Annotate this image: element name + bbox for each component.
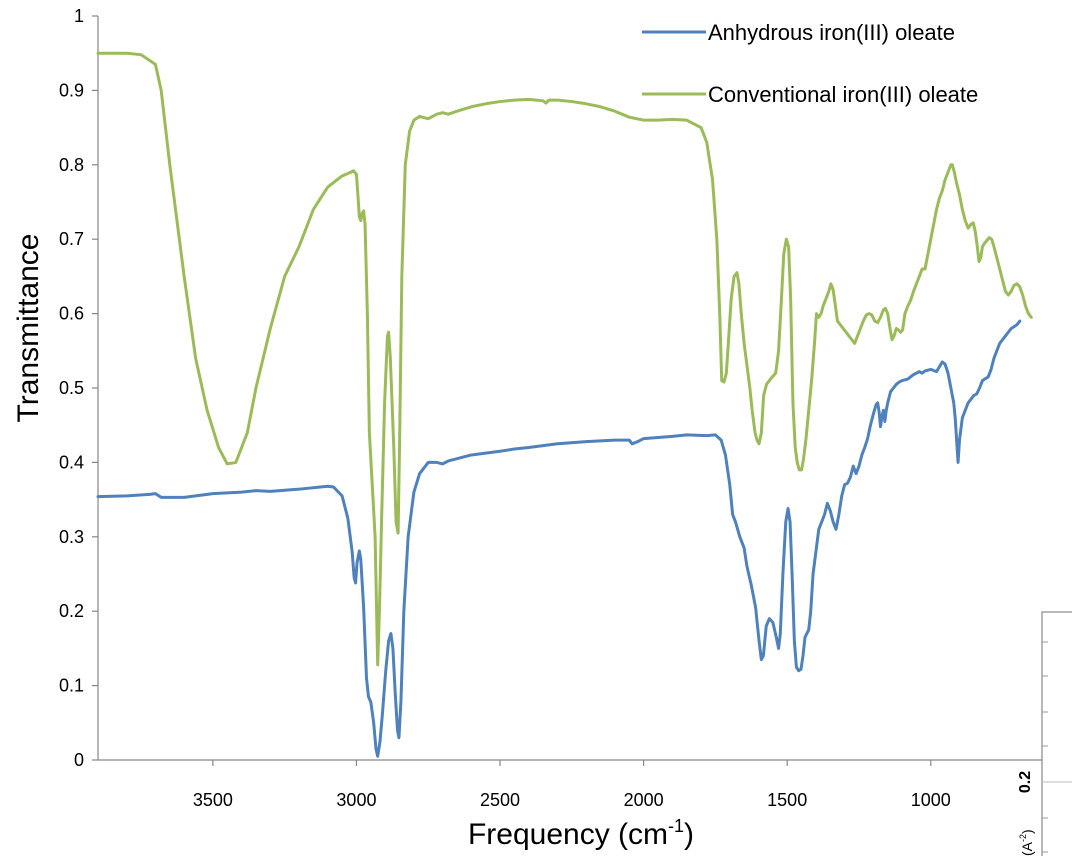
x-tick-label: 2500 (480, 790, 520, 810)
inset-frame (1041, 611, 1072, 856)
x-tick-label: 3500 (193, 790, 233, 810)
x-ticks: 3500 3000 2500 2000 1500 1000 (193, 760, 951, 810)
series-layer (96, 51, 1033, 758)
y-axis-title: Transmittance (12, 234, 45, 423)
x-tick-label: 1500 (767, 790, 807, 810)
legend-label: Conventional iron(III) oleate (708, 82, 978, 107)
y-ticks: 0 0.1 0.2 0.3 0.4 0.5 0.6 0.7 0.8 0.9 1 (59, 6, 98, 770)
y-tick-label: 0 (74, 750, 84, 770)
legend-label: Anhydrous iron(III) oleate (708, 20, 955, 45)
legend: Anhydrous iron(III) oleate Conventional i… (642, 20, 978, 107)
y-tick-label: 0.4 (59, 452, 84, 472)
y-tick-label: 0.1 (59, 676, 84, 696)
y-tick-label: 0.5 (59, 378, 84, 398)
y-tick-label: 0.9 (59, 80, 84, 100)
x-tick-label: 2000 (624, 790, 664, 810)
plot-area: 0 0.1 0.2 0.3 0.4 0.5 0.6 0.7 0.8 0.9 1 3500 3000 25… (59, 6, 1060, 810)
y-tick-label: 0.2 (59, 601, 84, 621)
x-tick-label: 3000 (336, 790, 376, 810)
x-tick-label: 1000 (911, 790, 951, 810)
x-axis-title: Frequency (cm-1) (468, 816, 694, 851)
y-tick-label: 0.3 (59, 527, 84, 547)
series-line-0 (96, 319, 1022, 758)
series-line-1 (96, 51, 1033, 667)
y-tick-label: 0.6 (59, 304, 84, 324)
y-tick-label: 0.7 (59, 229, 84, 249)
y-tick-label: 1 (74, 6, 84, 26)
inset-tick-label: 0.2 (1017, 771, 1034, 793)
inset-fragment: 0.2 (A-2) (1017, 611, 1072, 856)
inset-axis-label: (A-2) (1018, 829, 1035, 856)
y-tick-label: 0.8 (59, 155, 84, 175)
